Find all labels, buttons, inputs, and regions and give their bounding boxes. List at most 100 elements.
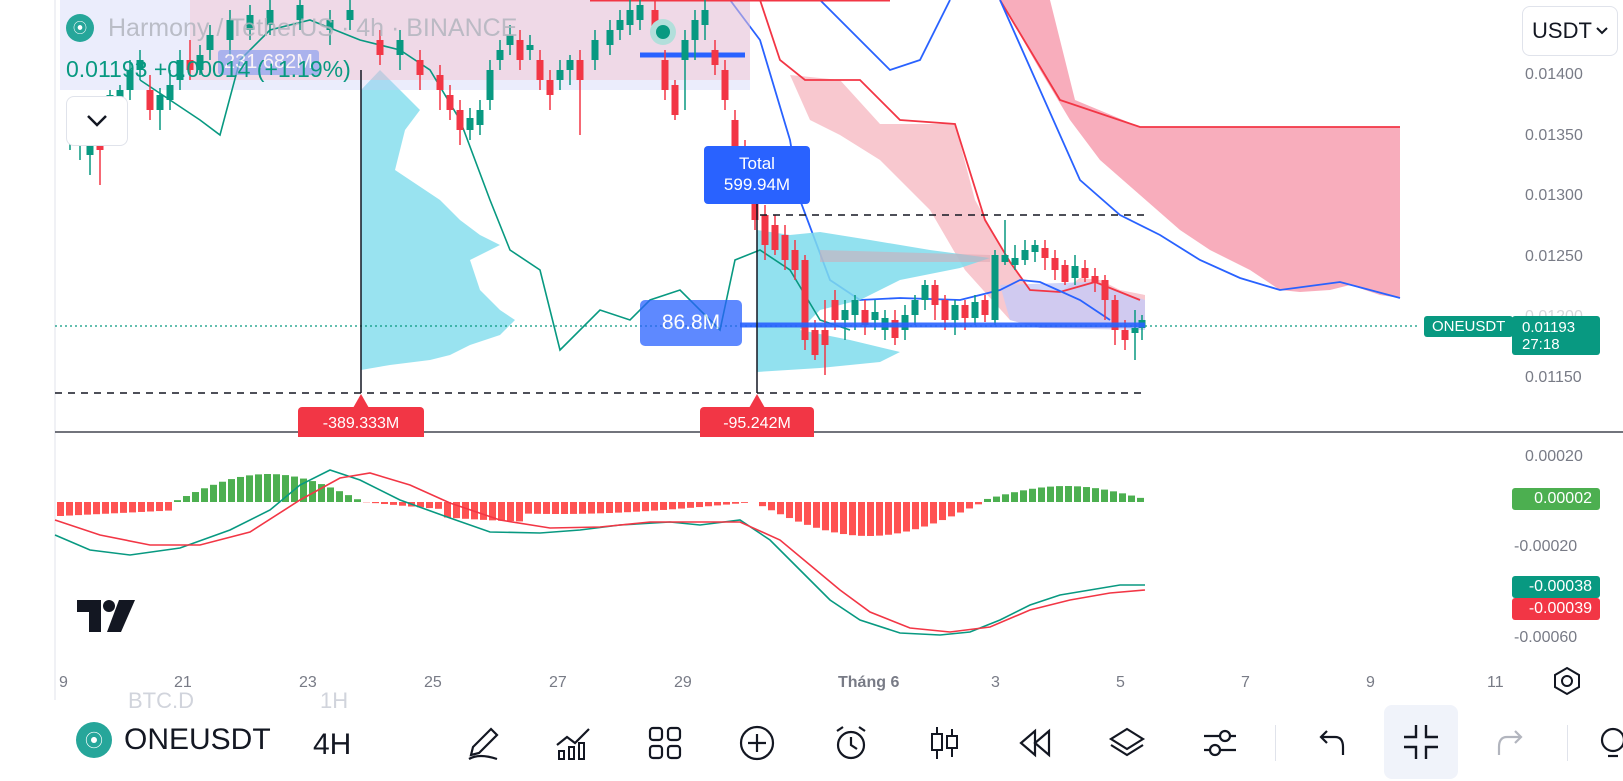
macd-bar bbox=[534, 502, 541, 514]
candle-body bbox=[206, 35, 214, 50]
macd-bar bbox=[777, 502, 784, 515]
add-icon[interactable] bbox=[734, 720, 780, 766]
candle-body bbox=[566, 60, 574, 70]
macd-tick: 0.00020 bbox=[1525, 448, 1583, 465]
candle-body bbox=[751, 190, 759, 220]
time-tick: 5 bbox=[1116, 674, 1125, 691]
layers-icon[interactable] bbox=[1104, 720, 1150, 766]
macd-bar bbox=[885, 502, 892, 535]
macd-bar bbox=[759, 502, 766, 507]
time-tick: 9 bbox=[1366, 674, 1375, 691]
macd-bar bbox=[237, 476, 244, 502]
macd-bar bbox=[498, 502, 505, 521]
alarm-icon[interactable] bbox=[828, 720, 874, 766]
redo-icon[interactable] bbox=[1490, 720, 1536, 766]
macd-bar bbox=[390, 502, 397, 505]
candle-body bbox=[346, 10, 354, 20]
macd-bar bbox=[381, 502, 388, 505]
pencil-icon[interactable] bbox=[460, 720, 506, 766]
candle-body bbox=[466, 118, 474, 130]
toolbar-divider bbox=[1275, 725, 1276, 761]
candle-body bbox=[971, 302, 979, 318]
candle-body bbox=[86, 140, 94, 155]
candle-body bbox=[506, 35, 514, 45]
macd-bar bbox=[1020, 490, 1027, 502]
macd-bar bbox=[417, 502, 424, 508]
candle-body bbox=[931, 285, 939, 305]
candles-icon[interactable] bbox=[921, 720, 967, 766]
delta-label-right[interactable]: -95.242M bbox=[700, 407, 814, 437]
candle-body bbox=[536, 60, 544, 80]
undo-icon[interactable] bbox=[1306, 720, 1352, 766]
macd-bar bbox=[867, 502, 874, 536]
price-tick: 0.01150 bbox=[1525, 369, 1582, 386]
candle-body bbox=[526, 45, 534, 50]
tradingview-logo bbox=[77, 600, 135, 632]
indicators-icon[interactable] bbox=[550, 720, 596, 766]
macd-bar bbox=[1083, 487, 1090, 502]
exit-fullscreen-button[interactable] bbox=[1384, 705, 1458, 779]
macd-bar bbox=[336, 491, 343, 502]
macd-bar bbox=[345, 495, 352, 502]
macd-bar bbox=[309, 481, 316, 502]
symbol-selector[interactable]: ⦿ ONEUSDT bbox=[76, 722, 271, 758]
macd-bar bbox=[264, 474, 271, 502]
replay-icon[interactable] bbox=[1012, 720, 1058, 766]
histogram-value-tag: 0.00002 bbox=[1512, 488, 1600, 510]
candle-body bbox=[556, 70, 564, 80]
candle-body bbox=[516, 40, 524, 60]
macd-bar bbox=[1038, 487, 1045, 502]
candle-body bbox=[196, 55, 204, 70]
macd-bar bbox=[399, 502, 406, 506]
currency-button[interactable]: USDT bbox=[1522, 6, 1618, 56]
candle-body bbox=[811, 330, 819, 355]
macd-bar bbox=[327, 487, 334, 502]
lightbulb-icon[interactable] bbox=[1593, 724, 1623, 764]
macd-bar bbox=[975, 502, 982, 505]
candle-body bbox=[771, 225, 779, 250]
candle-body bbox=[436, 75, 444, 90]
settings-icon[interactable] bbox=[1197, 720, 1243, 766]
candle-body bbox=[961, 305, 969, 318]
grid-icon[interactable] bbox=[642, 720, 688, 766]
macd-bar bbox=[1056, 486, 1063, 502]
candle-body bbox=[801, 260, 809, 340]
macd-line bbox=[54, 469, 1145, 636]
macd-bar bbox=[858, 502, 865, 536]
ghost-timeframe: 1H bbox=[320, 688, 349, 713]
candle-body bbox=[731, 120, 739, 150]
candle-body bbox=[851, 300, 859, 315]
macd-bar bbox=[516, 502, 523, 522]
candle-body bbox=[691, 20, 699, 40]
macd-bar bbox=[489, 502, 496, 521]
macd-histogram bbox=[57, 474, 1144, 536]
candle-body bbox=[1061, 265, 1069, 282]
macd-bar bbox=[183, 496, 190, 502]
macd-bar bbox=[1110, 491, 1117, 502]
collapse-legend-button[interactable] bbox=[66, 96, 128, 146]
time-tick: 23 bbox=[299, 674, 317, 691]
macd-bar bbox=[138, 502, 145, 512]
candle-body bbox=[446, 95, 454, 110]
macd-bar bbox=[84, 502, 91, 515]
symbol-logo-icon: ⦿ bbox=[76, 722, 112, 758]
macd-bar bbox=[660, 502, 667, 510]
timeframe-selector[interactable]: 4H bbox=[313, 728, 352, 761]
macd-bar bbox=[921, 502, 928, 527]
symbol-title: Harmony / TetherUS · 4h · BINANCE bbox=[108, 14, 518, 42]
chart-settings-hexagon-icon[interactable] bbox=[1552, 666, 1582, 701]
header-symbol-row[interactable]: ⦿ bbox=[66, 14, 94, 42]
macd-bar bbox=[795, 502, 802, 522]
volume-bubble[interactable]: 86.8M bbox=[640, 300, 742, 346]
macd-bar bbox=[93, 502, 100, 515]
macd-bar bbox=[525, 502, 532, 514]
candle-body bbox=[606, 30, 614, 45]
time-tick: 3 bbox=[991, 674, 1000, 691]
macd-bar bbox=[372, 502, 379, 504]
delta-label-left[interactable]: -389.333M bbox=[298, 407, 424, 437]
time-tick: 25 bbox=[424, 674, 442, 691]
total-volume-label[interactable]: Total 599.94M bbox=[704, 146, 810, 204]
macd-bar bbox=[597, 502, 604, 514]
candle-body bbox=[1021, 250, 1029, 260]
